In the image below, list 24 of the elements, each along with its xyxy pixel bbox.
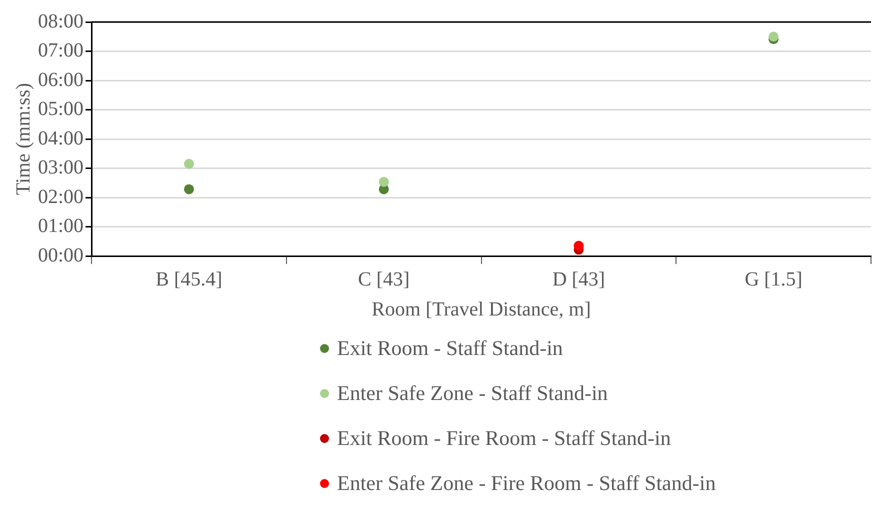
x-axis-title: Room [Travel Distance, m]: [372, 298, 591, 320]
y-tick-label: 05:00: [38, 98, 84, 120]
y-tick-label: 00:00: [38, 244, 84, 266]
legend-label: Enter Safe Zone - Staff Stand-in: [337, 380, 608, 407]
x-tick-label: G [1.5]: [744, 268, 802, 290]
point: [378, 176, 389, 187]
y-tick-label: 02:00: [38, 186, 84, 208]
x-tick-label: C [43]: [358, 268, 410, 290]
y-tick-label: 01:00: [38, 215, 84, 237]
y-tick-label: 07:00: [38, 40, 84, 62]
y-axis-title: Time (mm:ss): [12, 82, 34, 196]
y-tick-label: 06:00: [38, 68, 84, 91]
point: [184, 158, 194, 169]
legend-label: Enter Safe Zone - Fire Room - Staff Stand-in: [337, 470, 716, 497]
point: [768, 32, 779, 42]
y-tick-label: 08:00: [38, 10, 84, 32]
x-tick-label: D [43]: [552, 268, 606, 290]
point: [574, 240, 584, 251]
legend-label: Exit Room - Fire Room - Staff Stand-in: [337, 425, 671, 452]
legend-label: Exit Room - Staff Stand-in: [337, 335, 563, 362]
x-tick-label: B [45.4]: [156, 268, 222, 290]
y-tick-label: 03:00: [38, 156, 84, 178]
point: [184, 184, 194, 194]
y-tick-label: 04:00: [38, 127, 84, 150]
